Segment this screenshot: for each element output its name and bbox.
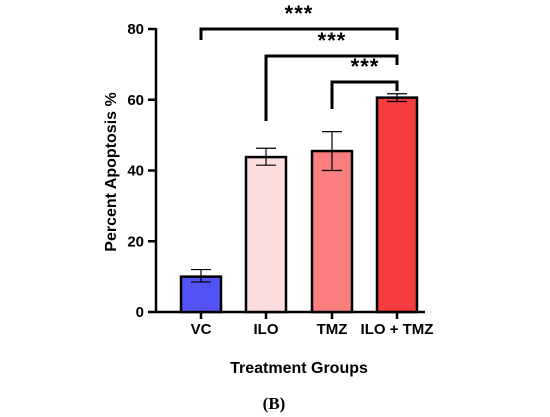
- significance-bracket: [199, 27, 399, 40]
- x-tick-label: VC: [191, 321, 212, 338]
- x-axis: VC ILO TMZ ILO + TMZ: [156, 310, 434, 338]
- x-tick-label: ILO: [254, 321, 279, 338]
- significance-label: ***: [318, 28, 347, 53]
- significance-bracket: [330, 80, 399, 109]
- bar: [310, 149, 354, 314]
- bars: [179, 96, 419, 314]
- y-tick-label: 80: [127, 21, 144, 38]
- y-tick-label: 40: [127, 163, 144, 180]
- x-tick-label: ILO + TMZ: [361, 321, 434, 338]
- significance-label: ***: [285, 1, 314, 26]
- bar: [375, 96, 419, 314]
- y-axis-title: Percent Apoptosis %: [103, 92, 120, 251]
- panel-label: (B): [263, 394, 286, 413]
- x-tick-label: TMZ: [317, 321, 348, 338]
- x-axis-title: Treatment Groups: [230, 360, 368, 377]
- y-axis: 0 20 40 60 80: [127, 21, 158, 321]
- y-tick-label: 0: [136, 304, 144, 321]
- significance-brackets: *********: [199, 1, 399, 121]
- bar: [244, 155, 288, 314]
- significance-label: ***: [351, 54, 380, 79]
- y-tick-label: 20: [127, 233, 144, 250]
- y-tick-label: 60: [127, 92, 144, 109]
- error-bars: [191, 93, 407, 283]
- significance-bracket: [264, 54, 399, 121]
